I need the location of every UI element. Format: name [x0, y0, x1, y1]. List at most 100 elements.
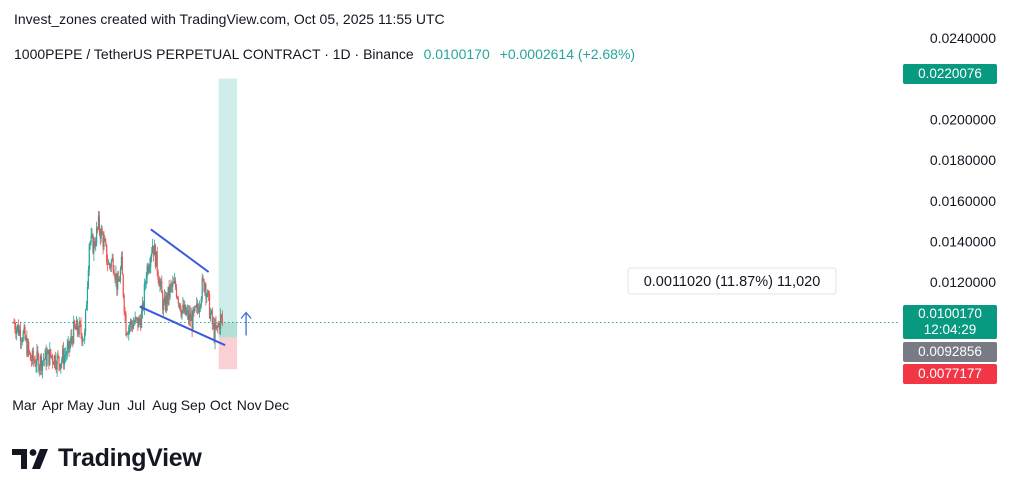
measure-label: 0.0011020 (11.87%) 11,020	[644, 274, 821, 290]
candle-body	[217, 325, 219, 327]
candle-body	[148, 268, 150, 273]
candle-body	[195, 306, 197, 308]
candle-body	[139, 318, 141, 321]
x-tick-label: Aug	[152, 397, 177, 413]
symbol-title[interactable]: 1000PEPE / TetherUS PERPETUAL CONTRACT ·…	[14, 46, 414, 62]
tradingview-logo-icon	[12, 448, 48, 469]
candle-body	[115, 273, 117, 280]
candle-body	[218, 323, 220, 327]
candle-body	[175, 286, 178, 297]
candle-body	[171, 284, 173, 287]
candle-body	[122, 274, 124, 296]
candle-body	[151, 252, 153, 257]
candle-body	[52, 362, 55, 365]
tradingview-logo[interactable]: TradingView	[12, 444, 202, 473]
candle-body	[38, 356, 40, 371]
candle-body	[190, 315, 192, 322]
candle-body	[213, 323, 215, 342]
candle-body	[188, 312, 190, 321]
candle-body	[51, 356, 54, 363]
candle-body	[64, 355, 67, 357]
candle-body	[150, 256, 152, 266]
candle-body	[126, 333, 128, 336]
candle-body	[29, 350, 31, 354]
candle-body	[15, 329, 17, 335]
candle-body	[87, 270, 89, 288]
candle-body	[51, 355, 53, 357]
x-tick-label: Dec	[264, 397, 289, 413]
y-tick-label: 0.0200000	[930, 111, 996, 127]
candle-body	[219, 314, 222, 330]
candle-body	[95, 244, 97, 247]
candle-body	[105, 240, 107, 245]
candle-body	[106, 244, 108, 263]
candle-body	[136, 317, 138, 319]
candle-body	[121, 256, 123, 275]
candle-body	[130, 321, 133, 325]
candle-body	[176, 296, 179, 299]
candle-body	[184, 305, 186, 313]
candle-body	[45, 350, 47, 365]
candle-body	[174, 280, 176, 284]
candle-body	[39, 367, 41, 371]
x-tick-label: Nov	[237, 397, 262, 413]
symbol-header: 1000PEPE / TetherUS PERPETUAL CONTRACT ·…	[14, 46, 635, 62]
candle-body	[216, 325, 218, 329]
candle-body	[177, 298, 179, 304]
candle-body	[14, 323, 16, 330]
candle-body	[67, 341, 69, 347]
target-price-label: 0.0220076	[903, 64, 997, 84]
up-arrow-icon	[240, 311, 252, 319]
candle-body	[160, 281, 162, 283]
candle-body	[149, 265, 151, 269]
candle-body	[221, 316, 223, 323]
candle-body	[163, 296, 166, 304]
candle-body	[133, 322, 135, 325]
candle-body	[196, 303, 198, 307]
candle-body	[102, 234, 104, 247]
measure-label-box	[627, 267, 837, 295]
candle-body	[30, 360, 33, 362]
candle-body	[144, 283, 146, 285]
candle-body	[72, 338, 74, 344]
candle-body	[43, 359, 45, 361]
candle-body	[13, 322, 15, 324]
candle-body	[164, 296, 167, 311]
candle-body	[56, 355, 58, 370]
stop-price-label: 0.0077177	[903, 364, 997, 384]
candle-body	[49, 349, 51, 365]
price-chart[interactable]: 0.0120000 0.0140000 0.0160000 0.0180000 0.02…	[0, 0, 1024, 430]
candle-body	[117, 278, 119, 290]
candle-body	[118, 278, 120, 282]
candle-body	[124, 311, 126, 315]
candle-body	[185, 312, 188, 315]
candle-body	[99, 231, 101, 239]
candle-body	[42, 360, 44, 362]
candle-body	[205, 284, 207, 298]
candle-body	[36, 351, 38, 366]
candle-body	[141, 311, 143, 328]
candle-body	[220, 314, 223, 317]
candle-body	[179, 303, 181, 311]
candle-body	[107, 263, 110, 265]
candle-body	[32, 350, 34, 361]
candle-body	[21, 340, 23, 342]
candle-body	[169, 285, 171, 298]
candle-body	[61, 359, 63, 364]
candle-body	[91, 234, 93, 236]
candle-body	[55, 366, 57, 370]
y-tick-label: 0.0240000	[930, 30, 996, 46]
candle-body	[18, 329, 21, 335]
stop-zone	[218, 337, 238, 370]
candle-body	[142, 303, 145, 309]
candle-body	[189, 312, 191, 322]
candle-body	[41, 361, 44, 371]
candle-body	[208, 294, 211, 319]
candle-body	[212, 323, 214, 325]
candle-body	[120, 256, 123, 269]
tradingview-logo-text: TradingView	[58, 444, 202, 472]
candle-body	[50, 349, 52, 356]
candle-body	[170, 284, 172, 286]
candle-body	[193, 308, 195, 311]
x-tick-label: Mar	[12, 397, 36, 413]
